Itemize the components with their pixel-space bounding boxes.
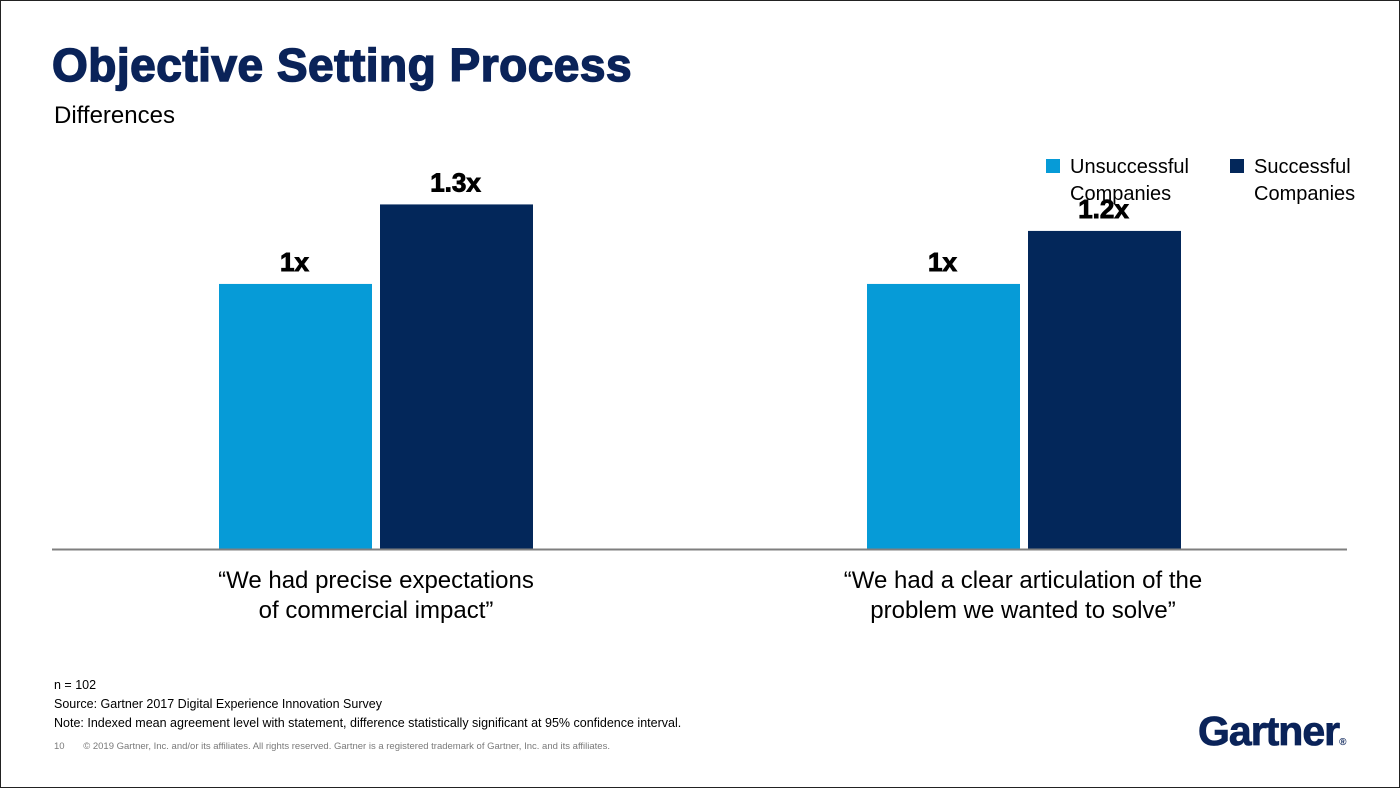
gartner-logo: Gartner® [1198,708,1347,755]
logo-text: Gartner [1198,708,1341,755]
chart-notes: n = 102 Source: Gartner 2017 Digital Exp… [54,676,681,733]
bar-successful-2 [1028,230,1181,549]
category-label-1: “We had precise expectations of commercia… [218,567,534,624]
slide-title: Objective Setting Process [51,38,633,92]
bar-unsuccessful-2 [867,283,1020,549]
value-label-successful-2: 1.2x [1078,194,1129,224]
legend-swatch-successful [1230,159,1244,173]
registered-mark: ® [1339,737,1347,748]
legend-label-unsuccessful: Unsuccessful Companies [1070,156,1189,205]
sample-size-note: n = 102 [54,678,97,692]
bar-successful-1 [380,204,533,549]
page-number: 10 [54,741,65,752]
legend-label-successful: Successful Companies [1254,156,1356,205]
value-label-unsuccessful-2: 1x [928,247,957,277]
chart-legend: Unsuccessful Companies Successful Companie… [1046,154,1384,208]
legend-swatch-unsuccessful [1046,159,1060,173]
category-label-2: “We had a clear articulation of the probl… [843,567,1203,624]
slide-subtitle: Differences [54,102,175,129]
source-note: Source: Gartner 2017 Digital Experience … [54,697,382,711]
legend-item-unsuccessful: Unsuccessful Companies [1046,154,1200,208]
bar-unsuccessful-1 [219,283,372,549]
legend-item-successful: Successful Companies [1230,154,1384,208]
value-label-successful-1: 1.3x [430,167,481,197]
value-label-unsuccessful-1: 1x [280,247,309,277]
method-note: Note: Indexed mean agreement level with … [54,716,682,730]
copyright-text: © 2019 Gartner, Inc. and/or its affiliat… [83,741,610,752]
footer: 10 © 2019 Gartner, Inc. and/or its affil… [54,741,610,752]
